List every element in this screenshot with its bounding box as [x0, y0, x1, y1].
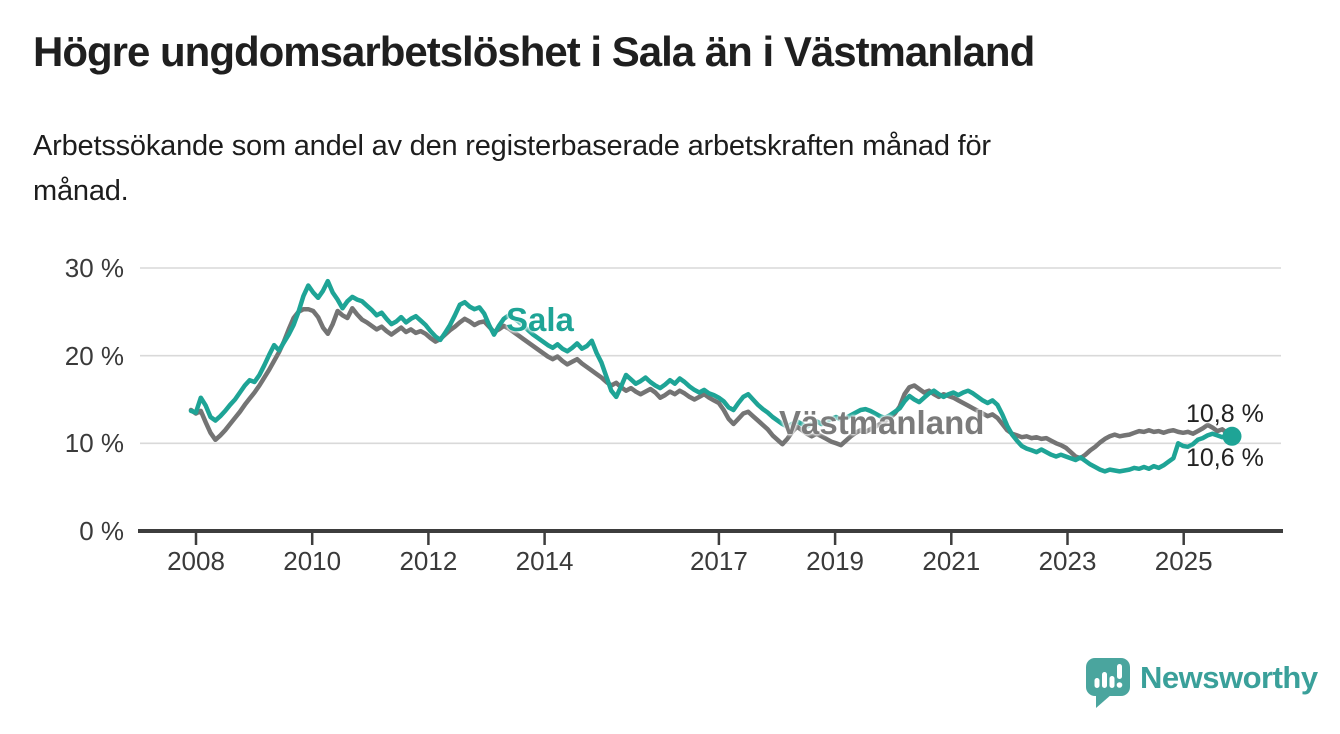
x-axis-tick-label: 2017 — [689, 546, 748, 576]
end-value-label-sala: 10,8 % — [1186, 400, 1264, 428]
x-axis-tick-label: 2025 — [1154, 546, 1213, 576]
x-axis-tick-label: 2019 — [806, 546, 865, 576]
subtitle-line-2: månad. — [33, 175, 129, 207]
y-axis-tick-label: 10 % — [64, 428, 124, 459]
series-label-vastmanland: Västmanland — [779, 404, 985, 441]
subtitle-line-1: Arbetssökande som andel av den registerb… — [33, 130, 991, 162]
end-value-label-vastmanland: 10,6 % — [1186, 444, 1264, 472]
newsworthy-logo-text: Newsworthy — [1140, 660, 1318, 695]
x-axis-tick-label: 2021 — [922, 546, 981, 576]
series-end-dot — [1222, 426, 1242, 446]
page-title: Högre ungdomsarbetslöshet i Sala än i Vä… — [33, 28, 1035, 75]
series-label-sala: Sala — [506, 301, 574, 338]
series-line-sala — [188, 278, 1235, 474]
chart-subtitle: Arbetssökande som andel av den registerb… — [33, 124, 991, 214]
y-axis-tick-label: 30 % — [64, 253, 124, 283]
y-axis-tick-label: 20 % — [64, 340, 124, 371]
newsworthy-logo: Newsworthy — [1084, 656, 1318, 710]
x-axis-tick-label: 2010 — [283, 546, 342, 576]
x-axis-tick-label: 2008 — [167, 546, 225, 576]
series-line-västmanland — [188, 306, 1235, 461]
bar-chart-speech-bubble-icon — [1086, 658, 1130, 708]
x-axis-tick-label: 2023 — [1038, 546, 1097, 576]
x-axis-tick-label: 2014 — [515, 546, 574, 576]
y-axis-tick-label: 0 % — [79, 516, 124, 546]
x-axis-tick-label: 2012 — [399, 546, 458, 576]
